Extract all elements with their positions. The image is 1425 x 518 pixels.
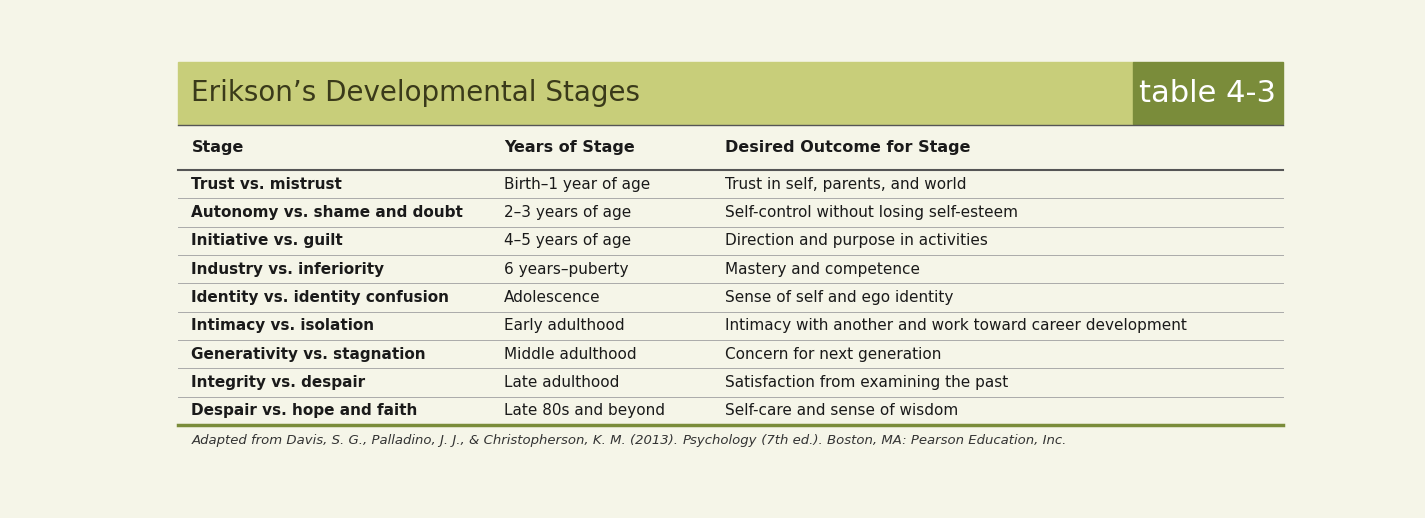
Text: 4–5 years of age: 4–5 years of age (504, 233, 631, 248)
Text: Mastery and competence: Mastery and competence (725, 262, 919, 277)
Text: Initiative vs. guilt: Initiative vs. guilt (191, 233, 343, 248)
Text: Adolescence: Adolescence (504, 290, 600, 305)
Text: Desired Outcome for Stage: Desired Outcome for Stage (725, 140, 970, 155)
Text: Middle adulthood: Middle adulthood (504, 347, 637, 362)
Text: Late adulthood: Late adulthood (504, 375, 620, 390)
Text: Concern for next generation: Concern for next generation (725, 347, 941, 362)
Text: Adapted from Davis, S. G., Palladino, J. J., & Christopherson, K. M. (2013).: Adapted from Davis, S. G., Palladino, J.… (191, 434, 683, 447)
Text: Generativity vs. stagnation: Generativity vs. stagnation (191, 347, 426, 362)
Text: Integrity vs. despair: Integrity vs. despair (191, 375, 365, 390)
Text: 6 years–puberty: 6 years–puberty (504, 262, 628, 277)
Text: Autonomy vs. shame and doubt: Autonomy vs. shame and doubt (191, 205, 463, 220)
Text: 2–3 years of age: 2–3 years of age (504, 205, 631, 220)
Text: Self-control without losing self-esteem: Self-control without losing self-esteem (725, 205, 1017, 220)
Text: table 4-3: table 4-3 (1140, 79, 1277, 108)
Text: Despair vs. hope and faith: Despair vs. hope and faith (191, 404, 418, 419)
Text: Trust vs. mistrust: Trust vs. mistrust (191, 177, 342, 192)
Bar (1133, 62, 1282, 124)
Text: Trust in self, parents, and world: Trust in self, parents, and world (725, 177, 966, 192)
Text: (7th ed.). Boston, MA: Pearson Education, Inc.: (7th ed.). Boston, MA: Pearson Education… (757, 434, 1066, 447)
Bar (178, 62, 1133, 124)
Text: Early adulthood: Early adulthood (504, 319, 624, 334)
Text: Self-care and sense of wisdom: Self-care and sense of wisdom (725, 404, 958, 419)
Text: Industry vs. inferiority: Industry vs. inferiority (191, 262, 385, 277)
Text: Psychology: Psychology (683, 434, 757, 447)
Text: Erikson’s Developmental Stages: Erikson’s Developmental Stages (191, 79, 640, 107)
Text: Stage: Stage (191, 140, 244, 155)
Text: Years of Stage: Years of Stage (504, 140, 634, 155)
Text: Direction and purpose in activities: Direction and purpose in activities (725, 233, 988, 248)
Text: Intimacy vs. isolation: Intimacy vs. isolation (191, 319, 375, 334)
Text: Birth–1 year of age: Birth–1 year of age (504, 177, 650, 192)
Text: Sense of self and ego identity: Sense of self and ego identity (725, 290, 953, 305)
Text: Satisfaction from examining the past: Satisfaction from examining the past (725, 375, 1007, 390)
Text: Identity vs. identity confusion: Identity vs. identity confusion (191, 290, 449, 305)
Text: Late 80s and beyond: Late 80s and beyond (504, 404, 665, 419)
Text: Intimacy with another and work toward career development: Intimacy with another and work toward ca… (725, 319, 1187, 334)
